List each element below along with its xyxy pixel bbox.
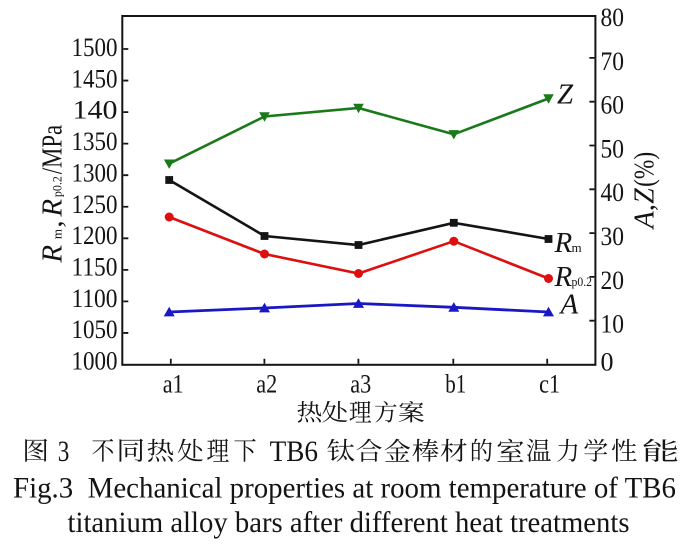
svg-text:p0.2: p0.2: [50, 176, 65, 197]
svg-text:R: R: [554, 261, 573, 293]
svg-text:Fig.3 Mechanical properties a: Fig.3 Mechanical properties at room temp…: [13, 473, 676, 505]
svg-text:1100: 1100: [72, 284, 118, 313]
svg-text:1350: 1350: [72, 127, 118, 156]
svg-text:A: A: [630, 210, 661, 230]
svg-text:b1: b1: [445, 370, 466, 399]
svg-text:a2: a2: [256, 370, 277, 399]
svg-text:1050: 1050: [72, 315, 118, 344]
svg-text:70: 70: [601, 47, 625, 76]
svg-text:Z: Z: [557, 78, 574, 110]
svg-text:10: 10: [601, 310, 625, 339]
svg-text:140: 140: [73, 96, 118, 125]
svg-text:0: 0: [601, 348, 614, 377]
svg-text:80: 80: [601, 3, 625, 32]
svg-text:1150: 1150: [72, 252, 118, 281]
svg-text:/MPa: /MPa: [37, 125, 69, 175]
svg-text:a1: a1: [163, 370, 184, 399]
svg-text:c1: c1: [539, 370, 560, 399]
svg-text:R: R: [37, 245, 69, 264]
svg-text:titanium alloy bars after diff: titanium alloy bars after different heat…: [68, 507, 630, 539]
svg-text:,: ,: [37, 220, 69, 227]
svg-text:p0.2: p0.2: [572, 274, 593, 289]
svg-text:1450: 1450: [72, 64, 118, 93]
svg-text:TB6: TB6: [270, 436, 318, 468]
svg-text:40: 40: [601, 178, 625, 207]
svg-text:m: m: [572, 240, 582, 255]
svg-text:1250: 1250: [72, 190, 118, 219]
svg-text:A: A: [559, 289, 579, 321]
svg-text:R: R: [554, 227, 573, 259]
svg-text:a3: a3: [350, 370, 371, 399]
svg-text:1500: 1500: [72, 33, 118, 62]
svg-text:,: ,: [630, 204, 661, 211]
svg-text:1300: 1300: [72, 158, 118, 187]
svg-text:50: 50: [601, 134, 625, 163]
svg-text:1000: 1000: [72, 347, 118, 376]
svg-text:20: 20: [601, 266, 625, 295]
svg-text:30: 30: [601, 222, 625, 251]
svg-text:60: 60: [601, 91, 625, 120]
svg-text:(%): (%): [630, 152, 661, 187]
svg-text:1200: 1200: [72, 221, 118, 250]
svg-text:Z: Z: [630, 188, 661, 204]
svg-text:m: m: [50, 229, 65, 239]
svg-text:3: 3: [58, 436, 70, 468]
svg-text:R: R: [37, 199, 69, 218]
